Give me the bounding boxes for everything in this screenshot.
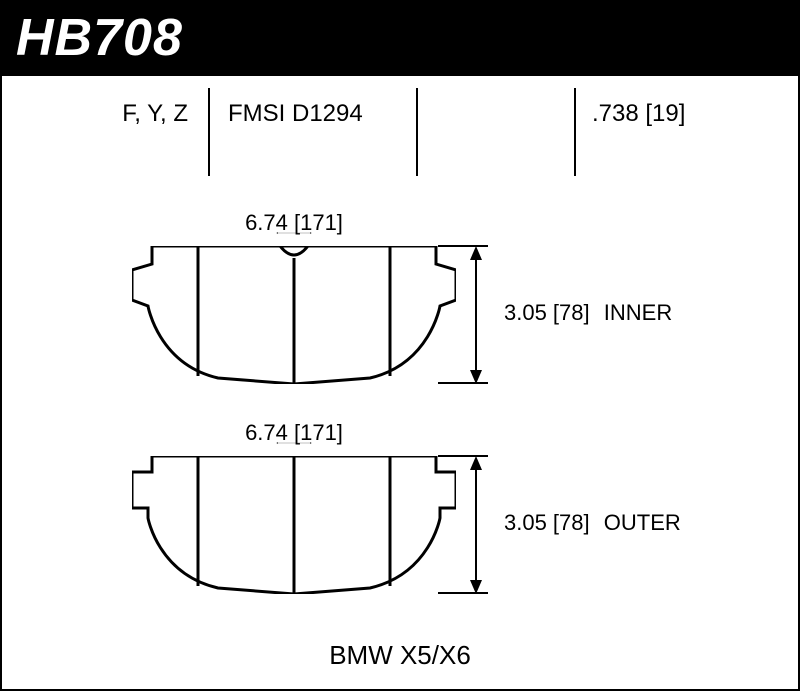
diagram-page: HB708 F, Y, Z FMSI D1294 .738 [19] 6.74 … [0,0,800,691]
fmsi-text: FMSI D1294 [228,92,418,128]
width-arrow-icon [152,442,436,444]
width-arrow-icon [152,232,436,234]
outer-pad-icon [132,456,456,594]
thickness-text: .738 [19] [592,92,798,128]
ext-line-icon [438,245,488,247]
inner-pad-icon [132,246,456,384]
header-spacer [418,92,576,164]
header-thickness-cell: .738 [19] [576,92,798,164]
ext-line-icon [438,382,488,384]
height-arrow-icon [468,456,484,594]
outer-pad-block: 6.74 [171] 3.05 [78] OUTER [132,456,456,594]
inner-position-label: INNER [604,300,672,325]
outer-position-label: OUTER [604,510,681,535]
content-area: F, Y, Z FMSI D1294 .738 [19] 6.74 [171] [2,76,798,691]
part-number: HB708 [16,8,183,68]
header-fmsi-cell: FMSI D1294 [210,92,418,164]
height-arrow-icon [468,246,484,384]
header-variants-cell: F, Y, Z [2,92,210,164]
outer-height-value: 3.05 [78] [504,510,590,535]
inner-pad-block: 6.74 [171] 3.05 [78] [132,246,456,384]
vehicle-label: BMW X5/X6 [2,640,798,671]
header-row: F, Y, Z FMSI D1294 .738 [19] [2,76,798,164]
outer-height-label: 3.05 [78] OUTER [504,510,681,536]
ext-line-icon [438,455,488,457]
variants-text: F, Y, Z [2,92,188,128]
title-bar: HB708 [0,0,800,76]
ext-line-icon [438,592,488,594]
inner-height-value: 3.05 [78] [504,300,590,325]
inner-height-label: 3.05 [78] INNER [504,300,672,326]
